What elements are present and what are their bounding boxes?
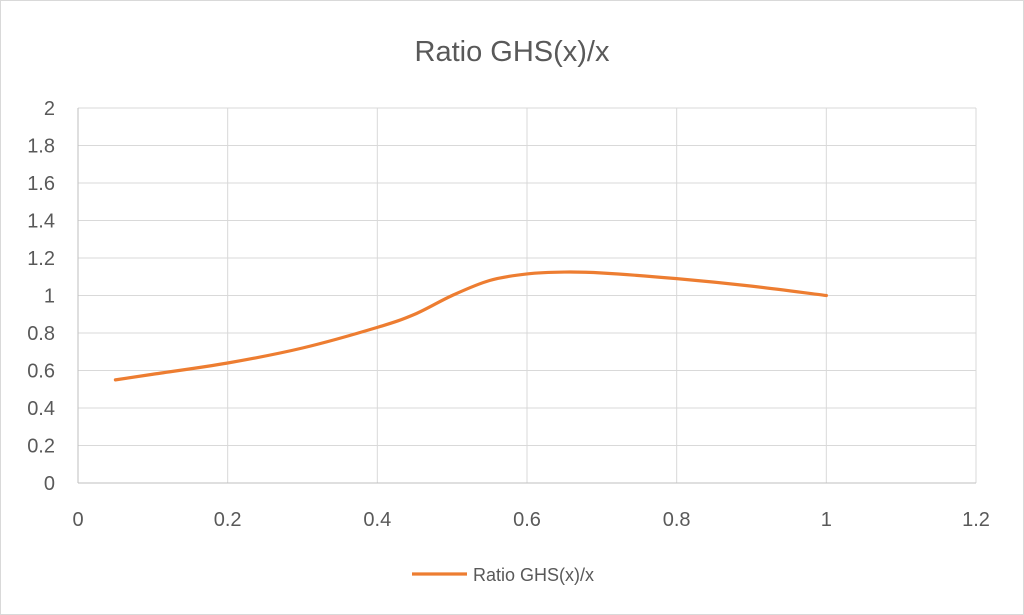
y-tick-label: 0.4	[27, 398, 55, 420]
axes: 0 0.2 0.4 0.6 0.8 1 1.2 1.4 1.6 1.8 2 0 0.2 0.4 0.6 0.8…	[27, 98, 990, 531]
x-tick-label: 1.2	[962, 509, 990, 531]
y-tick-label: 1.4	[27, 211, 55, 233]
legend-label: Ratio GHS(x)/x	[473, 565, 594, 585]
y-tick-label: 0.2	[27, 436, 55, 458]
y-tick-label: 0	[44, 473, 55, 495]
y-tick-label: 0.8	[27, 323, 55, 345]
x-tick-label: 0.4	[363, 509, 391, 531]
series-line	[113, 270, 828, 382]
x-tick-label: 0.6	[513, 509, 541, 531]
legend: Ratio GHS(x)/x	[412, 565, 594, 585]
y-tick-label: 0.6	[27, 361, 55, 383]
y-tick-label: 1.2	[27, 248, 55, 270]
x-tick-label: 0.8	[663, 509, 691, 531]
chart-title: Ratio GHS(x)/x	[415, 36, 610, 68]
series-layer	[113, 270, 828, 382]
x-tick-label: 0.2	[214, 509, 242, 531]
x-tick-label: 1	[821, 509, 832, 531]
y-tick-label: 1.8	[27, 136, 55, 158]
y-tick-label: 2	[44, 98, 55, 120]
y-tick-label: 1	[44, 286, 55, 308]
gridlines	[77, 107, 977, 484]
x-tick-label: 0	[72, 509, 83, 531]
y-tick-label: 1.6	[27, 173, 55, 195]
